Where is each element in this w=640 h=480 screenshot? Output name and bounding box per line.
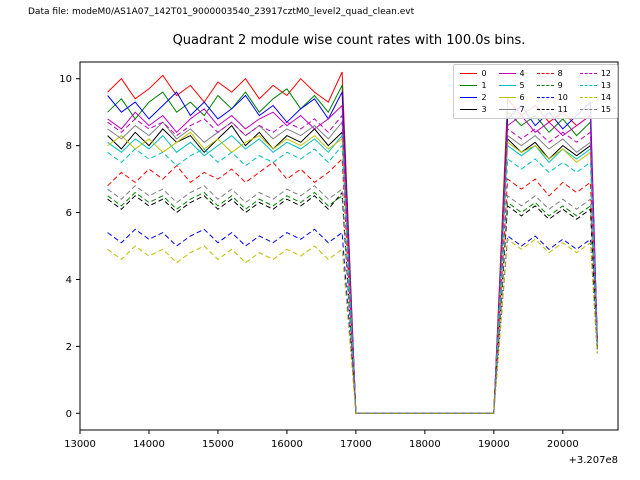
series-line-14 (107, 238, 598, 414)
x-tick-label: 13000 (64, 439, 96, 450)
x-tick-label: 19000 (478, 439, 510, 450)
legend-line-sample-11 (536, 109, 554, 110)
x-tick-label: 15000 (202, 439, 234, 450)
legend-label-13: 13 (600, 81, 611, 90)
legend-label-10: 10 (557, 93, 568, 102)
series-line-15 (107, 185, 598, 414)
legend-line-sample-8 (536, 73, 554, 74)
legend-item-0: 0 (460, 68, 487, 79)
legend-line-sample-9 (536, 85, 554, 86)
x-tick-label: 18000 (409, 439, 441, 450)
y-tick-label: 4 (66, 275, 72, 286)
legend-label-2: 2 (481, 93, 487, 102)
series-line-3 (107, 124, 598, 414)
legend-line-sample-12 (579, 73, 597, 74)
legend-line-sample-2 (460, 97, 478, 98)
legend: 0 1 2 3 4 5 6 7 8 9 10 11 12 13 14 15 (453, 64, 618, 119)
legend-label-11: 11 (557, 105, 568, 114)
y-tick-label: 10 (59, 74, 72, 85)
x-axis-offset-label: +3.207e8 (568, 455, 618, 466)
legend-line-sample-7 (498, 109, 516, 110)
legend-line-sample-14 (579, 97, 597, 98)
axes-box (79, 61, 619, 431)
legend-label-4: 4 (519, 69, 525, 78)
legend-item-12: 12 (579, 68, 611, 79)
series-line-7 (107, 120, 598, 414)
legend-label-8: 8 (557, 69, 563, 78)
legend-item-15: 15 (579, 104, 611, 115)
series-line-11 (107, 191, 598, 414)
legend-line-sample-4 (498, 73, 516, 74)
legend-item-3: 3 (460, 104, 487, 115)
legend-item-6: 6 (498, 92, 525, 103)
chart-title: Quadrant 2 module wise count rates with … (172, 33, 526, 48)
legend-line-sample-10 (536, 97, 554, 98)
legend-item-5: 5 (498, 80, 525, 91)
legend-label-3: 3 (481, 105, 487, 114)
y-tick-label: 2 (66, 342, 72, 353)
legend-item-13: 13 (579, 80, 611, 91)
legend-item-1: 1 (460, 80, 487, 91)
legend-item-9: 9 (536, 80, 568, 91)
series-line-12 (107, 114, 598, 414)
legend-label-1: 1 (481, 81, 487, 90)
legend-label-7: 7 (519, 105, 525, 114)
legend-label-6: 6 (519, 93, 525, 102)
series-line-9 (107, 191, 598, 414)
legend-item-8: 8 (536, 68, 568, 79)
legend-label-12: 12 (600, 69, 611, 78)
legend-label-14: 14 (600, 93, 611, 102)
y-tick-label: 6 (66, 208, 72, 219)
x-tick-label: 20000 (547, 439, 579, 450)
legend-item-4: 4 (498, 68, 525, 79)
y-tick-label: 8 (66, 141, 72, 152)
legend-line-sample-15 (579, 109, 597, 110)
legend-label-9: 9 (557, 81, 563, 90)
x-tick-label: 17000 (340, 439, 372, 450)
x-tick-label: 14000 (133, 439, 165, 450)
legend-line-sample-0 (460, 73, 478, 74)
legend-item-7: 7 (498, 104, 525, 115)
legend-label-15: 15 (600, 105, 611, 114)
series-line-13 (107, 144, 598, 414)
y-tick-label: 0 (66, 409, 72, 420)
legend-line-sample-5 (498, 85, 516, 86)
legend-item-14: 14 (579, 92, 611, 103)
legend-label-0: 0 (481, 69, 487, 78)
legend-line-sample-13 (579, 85, 597, 86)
legend-item-2: 2 (460, 92, 487, 103)
legend-line-sample-1 (460, 85, 478, 86)
x-tick-label: 16000 (271, 439, 303, 450)
legend-line-sample-3 (460, 109, 478, 110)
legend-line-sample-6 (498, 97, 516, 98)
data-file-label: Data file: modeM0/AS1A07_142T01_90000035… (28, 7, 415, 17)
legend-item-11: 11 (536, 104, 568, 115)
legend-item-10: 10 (536, 92, 568, 103)
legend-label-5: 5 (519, 81, 525, 90)
